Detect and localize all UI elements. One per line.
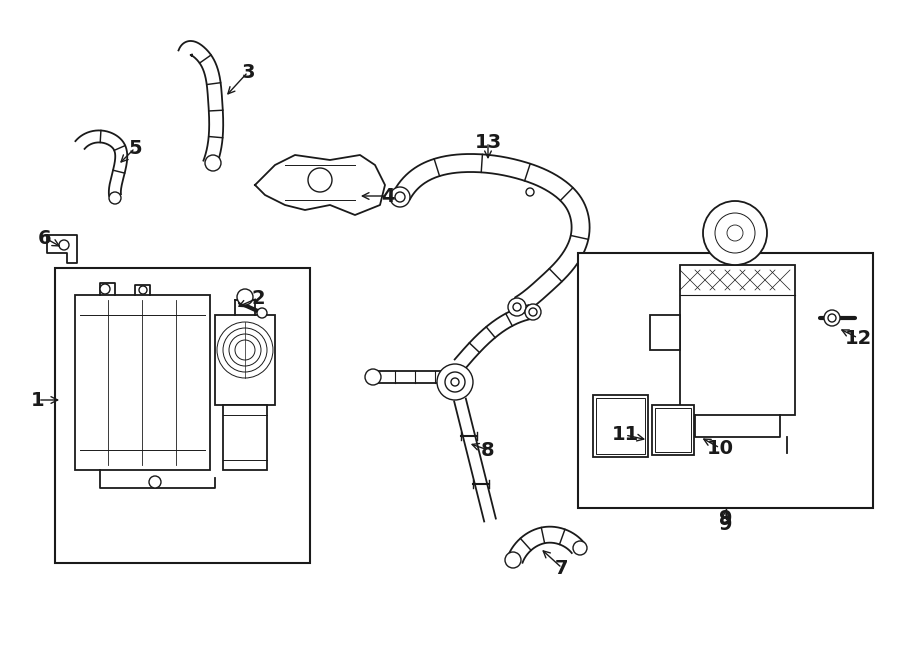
Text: 8: 8 xyxy=(482,440,495,459)
Circle shape xyxy=(824,310,840,326)
Circle shape xyxy=(365,369,381,385)
Circle shape xyxy=(257,308,267,318)
Circle shape xyxy=(217,322,273,378)
Text: 12: 12 xyxy=(844,329,871,348)
Polygon shape xyxy=(47,235,77,263)
Circle shape xyxy=(235,340,255,360)
Circle shape xyxy=(223,328,267,372)
Circle shape xyxy=(445,372,465,392)
Text: 2: 2 xyxy=(251,288,265,307)
Circle shape xyxy=(205,155,221,171)
Circle shape xyxy=(149,476,161,488)
Circle shape xyxy=(139,286,147,294)
Circle shape xyxy=(395,192,405,202)
Text: 6: 6 xyxy=(38,229,52,247)
Text: 11: 11 xyxy=(611,426,639,444)
Bar xyxy=(652,405,694,455)
Circle shape xyxy=(229,334,261,366)
Bar xyxy=(593,395,648,457)
Bar xyxy=(680,265,795,415)
Circle shape xyxy=(109,192,121,204)
Circle shape xyxy=(437,364,473,400)
Bar xyxy=(650,315,680,350)
Circle shape xyxy=(505,552,521,568)
Text: 7: 7 xyxy=(555,559,569,578)
Text: 9: 9 xyxy=(719,516,733,535)
Circle shape xyxy=(828,314,836,322)
Text: 3: 3 xyxy=(241,63,255,81)
Circle shape xyxy=(573,541,587,555)
Circle shape xyxy=(390,187,410,207)
Bar xyxy=(215,315,275,405)
Circle shape xyxy=(513,303,521,311)
Bar xyxy=(655,408,691,452)
Text: 4: 4 xyxy=(382,186,395,206)
Text: 1: 1 xyxy=(32,391,45,410)
Bar xyxy=(75,295,210,470)
Bar xyxy=(596,398,645,454)
Bar xyxy=(578,253,873,508)
Circle shape xyxy=(100,284,110,294)
Text: 9: 9 xyxy=(719,508,733,527)
Circle shape xyxy=(59,240,69,250)
Text: 10: 10 xyxy=(706,438,733,457)
Text: 13: 13 xyxy=(474,132,501,151)
Bar xyxy=(223,405,267,470)
Circle shape xyxy=(525,304,541,320)
Circle shape xyxy=(451,378,459,386)
Circle shape xyxy=(508,298,526,316)
Polygon shape xyxy=(255,155,385,215)
Circle shape xyxy=(308,168,332,192)
Circle shape xyxy=(715,213,755,253)
Circle shape xyxy=(703,201,767,265)
Text: 5: 5 xyxy=(128,139,142,157)
Circle shape xyxy=(727,225,743,241)
Circle shape xyxy=(237,289,253,305)
Bar xyxy=(55,268,310,563)
Circle shape xyxy=(526,188,534,196)
Circle shape xyxy=(529,308,537,316)
